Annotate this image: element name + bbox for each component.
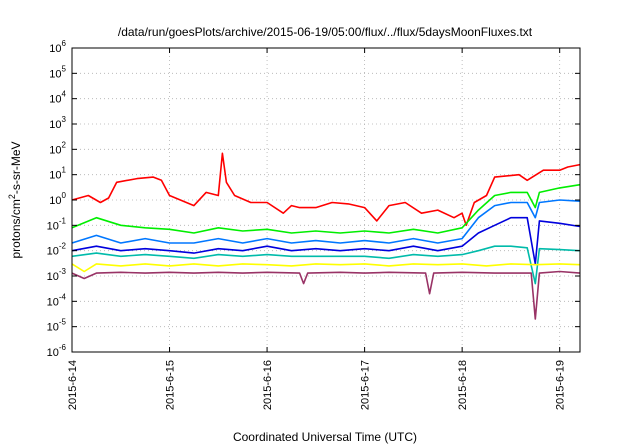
- y-tick-label: 105: [49, 64, 66, 80]
- x-tick-label: 2015-6-14: [67, 360, 79, 410]
- series-line-3: [71, 199, 581, 244]
- y-axis-ticks: 10-6 10-5 10-4 10-3 10-2 10-1 100 101 102 103 104 1…: [47, 39, 580, 359]
- x-axis-label: Coordinated Universal Time (UTC): [233, 430, 417, 444]
- series-line-0: [71, 152, 581, 227]
- series-line-5: [71, 263, 581, 273]
- chart-title: /data/run/goesPlots/archive/2015-06-19/0…: [118, 25, 533, 39]
- data-series-group: [71, 152, 581, 320]
- series-line-2: [71, 216, 581, 265]
- y-tick-label: 104: [49, 90, 66, 106]
- series-line-4: [71, 245, 581, 285]
- y-tick-label: 100: [49, 191, 66, 207]
- x-tick-label: 2015-6-19: [555, 360, 567, 410]
- y-tick-label: 10-5: [47, 318, 67, 334]
- y-tick-label: 10-4: [47, 292, 67, 308]
- x-axis-ticks: 2015-6-14 2015-6-15 2015-6-16 2015-6-17 2015…: [67, 48, 567, 410]
- x-tick-label: 2015-6-15: [165, 360, 177, 410]
- y-tick-label: 106: [49, 39, 66, 55]
- y-tick-label: 10-1: [47, 216, 67, 232]
- x-tick-label: 2015-6-18: [457, 360, 469, 410]
- y-tick-label: 102: [49, 140, 66, 156]
- y-tick-label: 10-2: [47, 242, 67, 258]
- series-line-1: [71, 183, 581, 234]
- y-tick-label: 103: [49, 115, 66, 131]
- y-tick-label: 101: [49, 166, 66, 182]
- x-tick-label: 2015-6-17: [360, 360, 372, 410]
- y-tick-label: 10-3: [47, 267, 67, 283]
- y-axis-label: protons/cm2-s-sr-MeV: [7, 141, 23, 258]
- series-line-6: [71, 270, 581, 320]
- y-tick-label: 10-6: [47, 343, 67, 359]
- grid: [72, 48, 580, 352]
- x-tick-label: 2015-6-16: [262, 360, 274, 410]
